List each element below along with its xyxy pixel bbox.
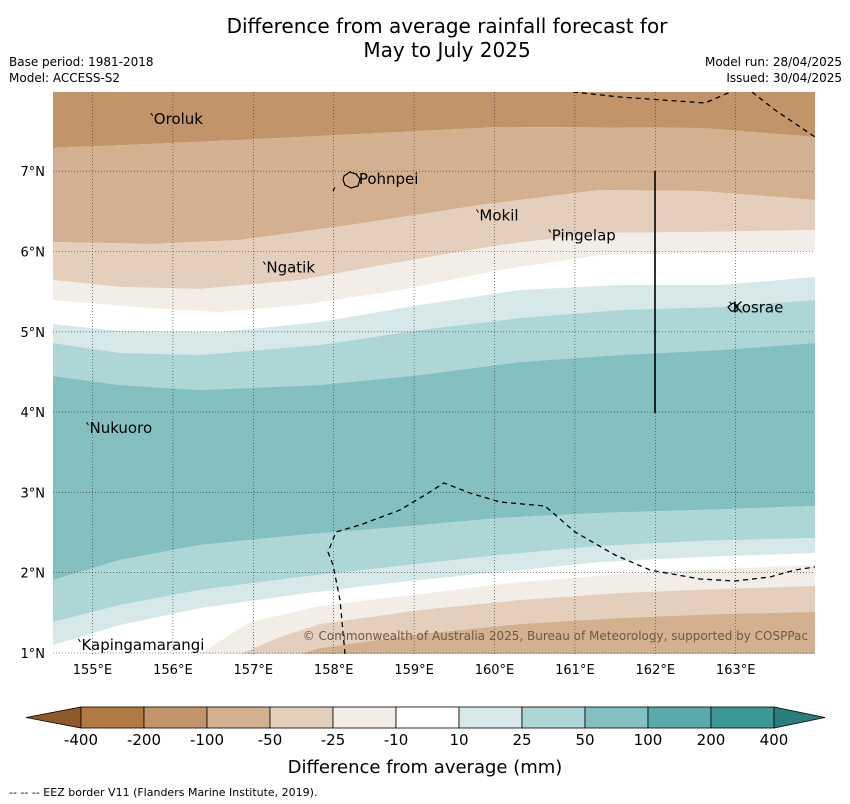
colorbar-tick-label: 400: [760, 731, 789, 749]
colorbar-tick-label: 50: [575, 731, 594, 749]
colorbar-segment: [647, 706, 712, 729]
lat-label: 1°N: [21, 647, 46, 662]
meta-left: Base period: 1981-2018 Model: ACCESS-S2: [9, 54, 154, 86]
lat-label: 2°N: [21, 567, 46, 582]
lon-label: 155°E: [73, 663, 113, 678]
colorbar-label: Difference from average (mm): [288, 757, 563, 778]
longitude-labels: 155°E 156°E 157°E 158°E 159°E 160°E 161°E 162°E…: [73, 663, 756, 678]
colorbar-segment: [332, 706, 397, 729]
lon-label: 156°E: [153, 663, 193, 678]
band-plus-25-north: [53, 300, 815, 390]
map-area: Oroluk Pohnpei Mokil Pingelap Ngatik Kosrae Nu…: [53, 92, 815, 654]
place-label: Kapingamarangi: [81, 636, 204, 654]
eez-border-south: [327, 482, 815, 654]
place-marker: [262, 261, 266, 265]
lat-label: 6°N: [21, 246, 46, 261]
colorbar-tick-label: -400: [64, 731, 98, 749]
band-minus-25-south: [53, 565, 815, 654]
place-label: Pingelap: [552, 226, 616, 244]
colorbar-tick-label: -50: [258, 731, 283, 749]
colorbar-segment: [521, 706, 586, 729]
meta-right: Model run: 28/04/2025 Issued: 30/04/2025: [705, 54, 842, 86]
colorbar-tick-label: 200: [697, 731, 726, 749]
eez-footnote: -- -- -- EEZ border V11 (Flanders Marine…: [9, 786, 318, 799]
latitude-labels: 7°N 6°N 5°N 4°N 3°N 2°N 1°N: [21, 165, 46, 662]
kosrae-island: [727, 302, 739, 312]
colorbar-under-arrow: [25, 706, 82, 729]
band-minus-50-north: [53, 190, 815, 289]
issued-date: Issued: 30/04/2025: [726, 71, 842, 85]
band-plus-10: [53, 277, 815, 355]
place-label: Pohnpei: [359, 170, 419, 188]
colorbar-segment: [269, 706, 334, 729]
band-minus-100: [53, 127, 815, 244]
colorbar-tick-label: 100: [634, 731, 663, 749]
pohnpei-island: [342, 171, 361, 189]
place-marker: [729, 301, 733, 305]
band-plus-50: [53, 343, 815, 580]
colorbar-segment: [206, 706, 271, 729]
lon-label: 161°E: [555, 663, 595, 678]
copyright-notice: © Commonwealth of Australia 2025, Bureau…: [303, 629, 808, 643]
model-run: Model run: 28/04/2025: [704, 55, 842, 69]
title-line-2: May to July 2025: [363, 38, 531, 62]
place-marker: [150, 112, 154, 117]
colorbar-segment: [458, 706, 523, 729]
colorbar-tick-label: -100: [190, 731, 224, 749]
colorbar-tick-label: 10: [449, 731, 468, 749]
lon-label: 163°E: [716, 663, 756, 678]
lon-label: 158°E: [314, 663, 354, 678]
place-label: Mokil: [479, 206, 518, 224]
base-period: Base period: 1981-2018: [9, 55, 154, 69]
colorbar-segment: [395, 706, 460, 729]
band-minus-100-south: [300, 612, 815, 654]
lon-label: 162°E: [636, 663, 676, 678]
band-minus-200: [53, 92, 815, 148]
place-marker: [78, 638, 81, 643]
lon-label: 157°E: [234, 663, 274, 678]
colorbar-segment: [80, 706, 145, 729]
eez-border-pohnpei: [332, 184, 337, 192]
lat-label: 7°N: [21, 165, 46, 180]
place-label: Kosrae: [733, 299, 784, 317]
lat-label: 4°N: [21, 406, 46, 421]
colorbar-tick-label: 25: [512, 731, 531, 749]
title-line-1: Difference from average rainfall forecas…: [226, 14, 668, 38]
colorbar: -400 -200 -100 -50 -25 -10 10 25 50 100 200 400: [25, 706, 826, 749]
lat-label: 5°N: [21, 326, 46, 341]
band-plus-25-south: [53, 506, 815, 622]
colorbar-segment: [143, 706, 208, 729]
band-plus-10-south: [53, 538, 815, 645]
model-name: Model: ACCESS-S2: [9, 71, 121, 85]
lon-label: 160°E: [475, 663, 515, 678]
band-minus-50-south: [240, 586, 815, 654]
place-labels: Oroluk Pohnpei Mokil Pingelap Ngatik Kosrae Nu…: [78, 110, 783, 654]
colorbar-over-arrow: [773, 706, 826, 729]
place-marker: [548, 229, 552, 233]
chart-title: Difference from average rainfall forecas…: [0, 14, 850, 62]
band-minus-25-north: [53, 230, 815, 312]
eez-border-north: [572, 92, 815, 138]
place-marker: [355, 172, 359, 177]
colorbar-tick-label: -200: [127, 731, 161, 749]
place-label: Oroluk: [154, 110, 203, 128]
lat-label: 3°N: [21, 486, 46, 501]
place-label: Ngatik: [266, 259, 315, 277]
colorbar-tick-label: -10: [384, 731, 409, 749]
place-label: Nukuoro: [89, 419, 152, 437]
place-marker: [86, 421, 89, 426]
place-marker: [476, 209, 479, 213]
lon-label: 159°E: [394, 663, 434, 678]
colorbar-segment: [584, 706, 649, 729]
colorbar-segment: [710, 706, 775, 729]
colorbar-tick-label: -25: [321, 731, 346, 749]
